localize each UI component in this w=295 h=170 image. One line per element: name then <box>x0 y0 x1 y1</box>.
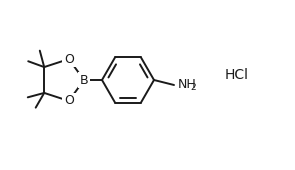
Text: O: O <box>64 94 74 107</box>
Text: 2: 2 <box>190 82 196 91</box>
Text: HCl: HCl <box>225 68 249 82</box>
Text: B: B <box>80 73 88 87</box>
Text: NH: NH <box>178 78 197 90</box>
Text: O: O <box>64 53 74 66</box>
